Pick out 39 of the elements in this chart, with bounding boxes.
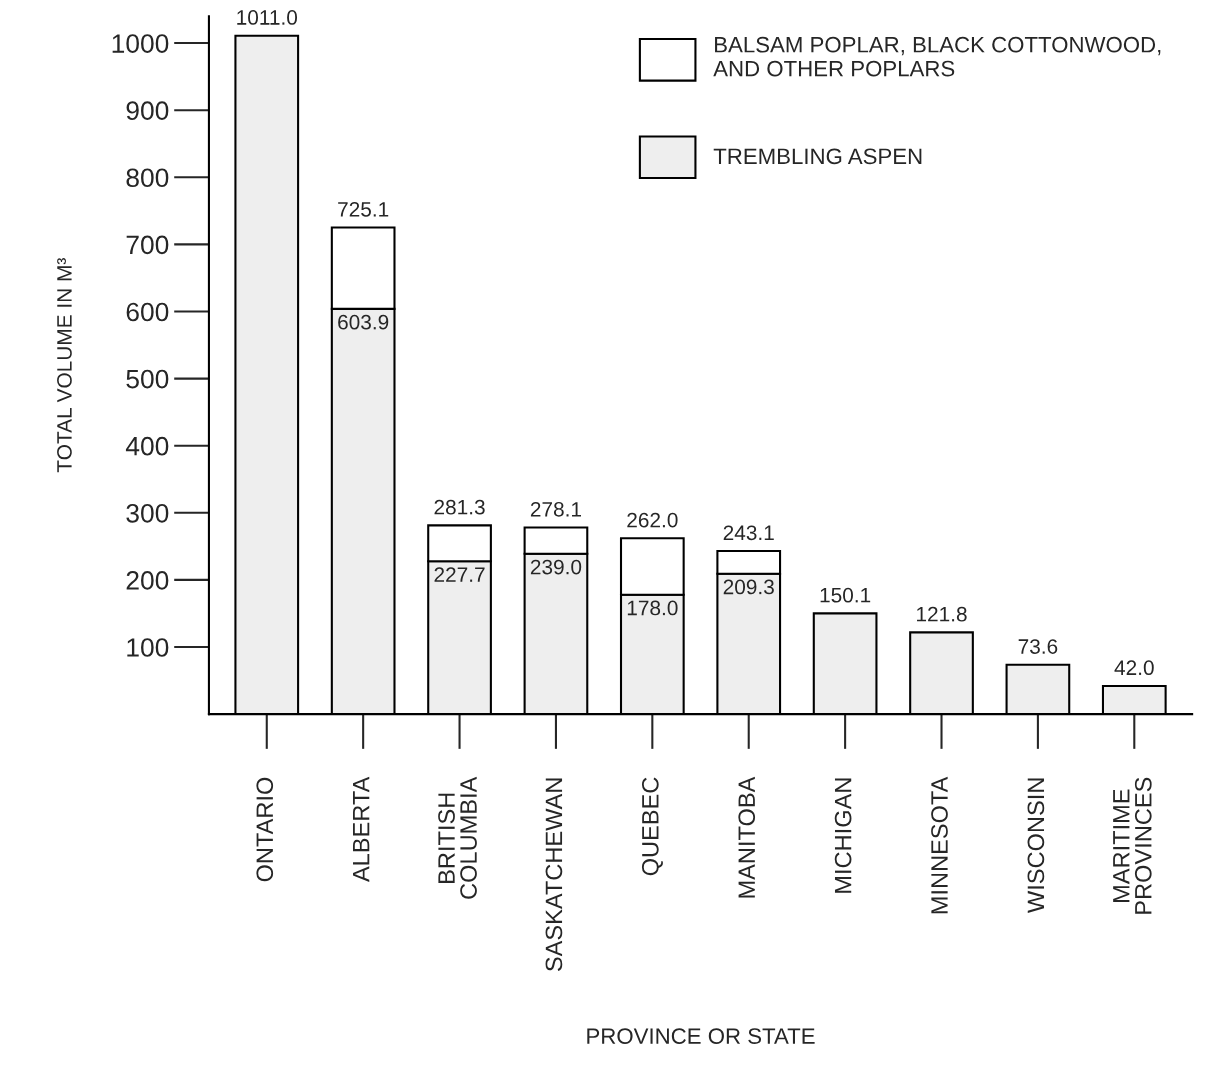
y-tick-label: 300 [126, 503, 169, 523]
y-tick-label: 1000 [112, 34, 169, 53]
x-tick-label: MARITIME PROVINCES [1113, 777, 1152, 914]
x-tick-label: ALBERTA [353, 776, 370, 883]
data-label: 227.7 [434, 567, 485, 582]
total-label: 150.1 [820, 587, 871, 603]
total-label: 725.1 [338, 201, 389, 217]
total-label: 262.0 [627, 512, 678, 528]
x-tick-label: SASKATCHEWAN [545, 778, 563, 972]
x-tick-label: WISCONSIN [1027, 778, 1045, 913]
legend-label: BALSAM POPLAR, BLACK COTTONWOOD, AND OTHER POPLARS [713, 36, 1161, 77]
y-tick-label: 900 [126, 101, 169, 120]
total-label: 281.3 [434, 499, 485, 515]
y-tick-label: 700 [126, 235, 169, 255]
x-tick-label: MICHIGAN [834, 778, 852, 893]
x-tick-label: MANITOBA [738, 776, 756, 898]
x-tick-label: MINNESOTA [931, 776, 948, 914]
data-label: 239.0 [530, 559, 582, 575]
y-tick-label: 200 [126, 571, 169, 590]
total-label: 121.8 [917, 606, 967, 622]
x-tick-label: ONTARIO [256, 777, 274, 882]
y-tick-label: 400 [125, 436, 169, 456]
data-label: 178.0 [627, 600, 678, 616]
x-axis-title: PROVINCE OR STATE [587, 1028, 815, 1044]
y-axis-title: TOTAL VOLUME IN M³ [57, 258, 72, 473]
total-label: 1011.0 [237, 10, 298, 25]
legend-label: TREMBLING ASPEN [713, 148, 922, 165]
y-tick-label: 800 [126, 168, 169, 188]
total-label: 278.1 [530, 501, 581, 517]
total-label: 73.6 [1018, 639, 1058, 654]
data-label: 603.9 [338, 314, 389, 330]
y-tick-label: 600 [126, 302, 169, 322]
x-tick-label: BRITISH COLUMBIA [438, 776, 477, 899]
y-tick-label: 100 [127, 638, 169, 657]
total-label: 243.1 [723, 525, 774, 541]
y-tick-label: 500 [126, 369, 169, 389]
x-tick-label: QUEBEC [641, 777, 663, 876]
total-label: 42.0 [1114, 660, 1154, 676]
data-label: 209.3 [723, 579, 774, 595]
